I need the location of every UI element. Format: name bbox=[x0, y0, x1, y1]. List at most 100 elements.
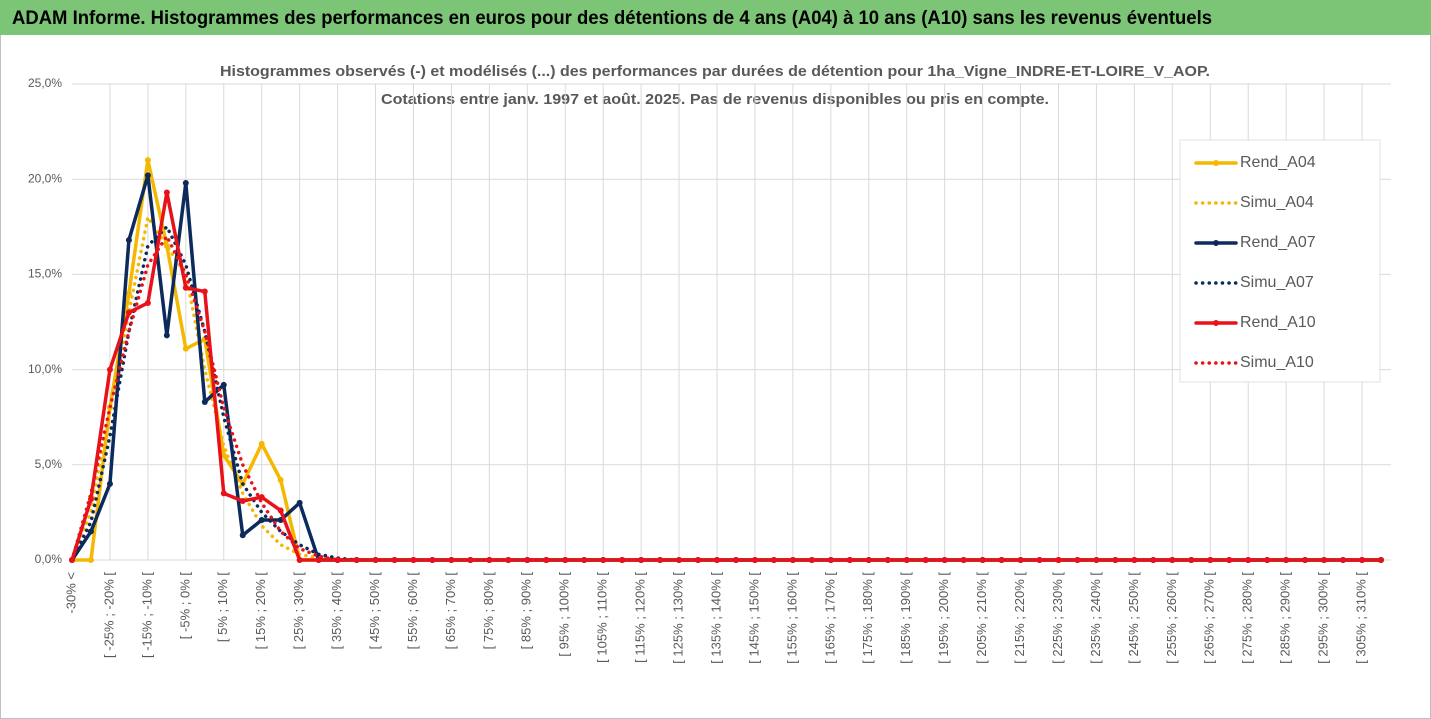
x-tick-label: [ 25% ; 30% [ bbox=[291, 572, 306, 650]
point-marker bbox=[144, 157, 151, 164]
chart-title: Histogrammes observés (-) et modélisés (… bbox=[220, 63, 1210, 80]
legend-marker bbox=[1213, 160, 1219, 166]
point-marker bbox=[770, 557, 777, 563]
legend-marker bbox=[1213, 320, 1219, 326]
x-tick-label: [ 135% ; 140% [ bbox=[708, 572, 723, 664]
x-tick-label: [ 65% ; 70% [ bbox=[443, 572, 458, 650]
y-tick-label: 5,0% bbox=[35, 457, 63, 471]
x-tick-label: [ 45% ; 50% [ bbox=[367, 572, 382, 650]
point-marker bbox=[486, 557, 493, 563]
x-tick-label: [ 285% ; 290% [ bbox=[1278, 572, 1293, 664]
point-marker bbox=[144, 172, 151, 179]
x-tick-label: [ 305% ; 310% [ bbox=[1353, 572, 1368, 664]
x-tick-label: [ -15% ; -10% [ bbox=[139, 572, 154, 658]
point-marker bbox=[125, 309, 132, 316]
point-marker bbox=[619, 557, 626, 563]
x-tick-label: [ 85% ; 90% [ bbox=[519, 572, 534, 650]
point-marker bbox=[941, 557, 948, 563]
x-tick-label: [ 15% ; 20% [ bbox=[253, 572, 268, 650]
point-marker bbox=[1226, 557, 1233, 563]
chart-subtitle: Cotations entre janv. 1997 et août. 2025… bbox=[381, 91, 1049, 108]
point-marker bbox=[182, 180, 189, 187]
x-tick-label: [ 125% ; 130% [ bbox=[671, 572, 686, 664]
point-marker bbox=[182, 284, 189, 291]
point-marker bbox=[87, 557, 94, 563]
point-marker bbox=[182, 345, 189, 352]
point-marker bbox=[467, 557, 474, 563]
x-tick-label: [ 235% ; 240% [ bbox=[1088, 572, 1103, 664]
point-marker bbox=[1074, 557, 1081, 563]
x-tick-label: [ 115% ; 120% [ bbox=[633, 572, 648, 663]
x-tick-label: [ -5% ; 0% [ bbox=[177, 572, 192, 640]
series-line bbox=[70, 190, 1383, 562]
x-tick-label: [ 295% ; 300% [ bbox=[1316, 572, 1331, 664]
x-tick-label: [ 225% ; 230% [ bbox=[1050, 572, 1065, 664]
point-marker bbox=[315, 557, 322, 563]
x-tick-label: -30% < bbox=[63, 572, 78, 614]
x-tick-label: [ 145% ; 150% [ bbox=[746, 572, 761, 664]
x-tick-label: [ 215% ; 220% [ bbox=[1012, 572, 1027, 664]
point-marker bbox=[258, 517, 265, 524]
point-marker bbox=[277, 507, 284, 514]
x-tick-label: [ 245% ; 250% [ bbox=[1126, 572, 1141, 664]
x-tick-label: [ 75% ; 80% [ bbox=[481, 572, 496, 650]
point-marker bbox=[201, 288, 208, 295]
y-tick-label: 0,0% bbox=[35, 552, 63, 566]
x-tick-label: [ 155% ; 160% [ bbox=[784, 572, 799, 664]
x-tick-label: [ 95% ; 100% [ bbox=[557, 572, 572, 657]
x-tick-label: [ 5% ; 10% [ bbox=[215, 572, 230, 642]
legend-label: Rend_A07 bbox=[1240, 234, 1316, 251]
point-marker bbox=[638, 557, 645, 563]
point-marker bbox=[125, 237, 132, 244]
point-marker bbox=[144, 299, 151, 306]
header-bar bbox=[0, 0, 1431, 35]
y-tick-label: 25,0% bbox=[28, 76, 62, 90]
point-marker bbox=[789, 557, 796, 563]
legend-box bbox=[1179, 139, 1381, 383]
header-title: ADAM Informe. Histogrammes des performan… bbox=[12, 8, 1212, 29]
point-marker bbox=[239, 497, 246, 504]
x-tick-label: [ 205% ; 210% [ bbox=[974, 572, 989, 664]
x-tick-label: [ -25% ; -20% [ bbox=[101, 572, 116, 658]
x-tick-label: [ 265% ; 270% [ bbox=[1202, 572, 1217, 664]
point-marker bbox=[87, 528, 94, 535]
point-marker bbox=[125, 290, 132, 297]
y-tick-label: 10,0% bbox=[28, 362, 62, 376]
y-tick-label: 15,0% bbox=[28, 267, 62, 281]
point-marker bbox=[922, 557, 929, 563]
x-tick-label: [ 105% ; 110% [ bbox=[595, 572, 610, 663]
x-tick-label: [ 55% ; 60% [ bbox=[405, 572, 420, 650]
legend-marker bbox=[1213, 240, 1219, 246]
x-tick-label: [ 275% ; 280% [ bbox=[1240, 572, 1255, 664]
point-marker bbox=[1378, 557, 1384, 563]
x-tick-label: [ 195% ; 200% [ bbox=[936, 572, 951, 664]
point-marker bbox=[106, 480, 113, 487]
point-marker bbox=[1245, 557, 1252, 563]
point-marker bbox=[277, 477, 284, 484]
point-marker bbox=[258, 494, 265, 501]
point-marker bbox=[163, 332, 170, 339]
point-marker bbox=[239, 532, 246, 539]
legend-label: Simu_A04 bbox=[1240, 194, 1314, 211]
point-marker bbox=[163, 189, 170, 196]
point-marker bbox=[106, 366, 113, 373]
x-tick-label: [ 175% ; 180% [ bbox=[860, 572, 875, 664]
legend-label: Rend_A04 bbox=[1240, 154, 1316, 171]
point-marker bbox=[220, 490, 227, 497]
legend-label: Rend_A10 bbox=[1240, 314, 1316, 331]
point-marker bbox=[258, 440, 265, 447]
point-marker bbox=[296, 499, 303, 506]
y-tick-label: 20,0% bbox=[28, 171, 62, 185]
legend-label: Simu_A10 bbox=[1240, 354, 1314, 371]
point-marker bbox=[201, 398, 208, 405]
x-tick-label: [ 35% ; 40% [ bbox=[329, 572, 344, 650]
point-marker bbox=[1093, 557, 1100, 563]
point-marker bbox=[296, 557, 303, 563]
point-marker bbox=[220, 381, 227, 388]
legend-label: Simu_A07 bbox=[1240, 274, 1314, 291]
point-marker bbox=[220, 452, 227, 459]
x-tick-label: [ 165% ; 170% [ bbox=[822, 572, 837, 664]
point-marker bbox=[334, 557, 341, 563]
x-tick-label: [ 255% ; 260% [ bbox=[1164, 572, 1179, 664]
